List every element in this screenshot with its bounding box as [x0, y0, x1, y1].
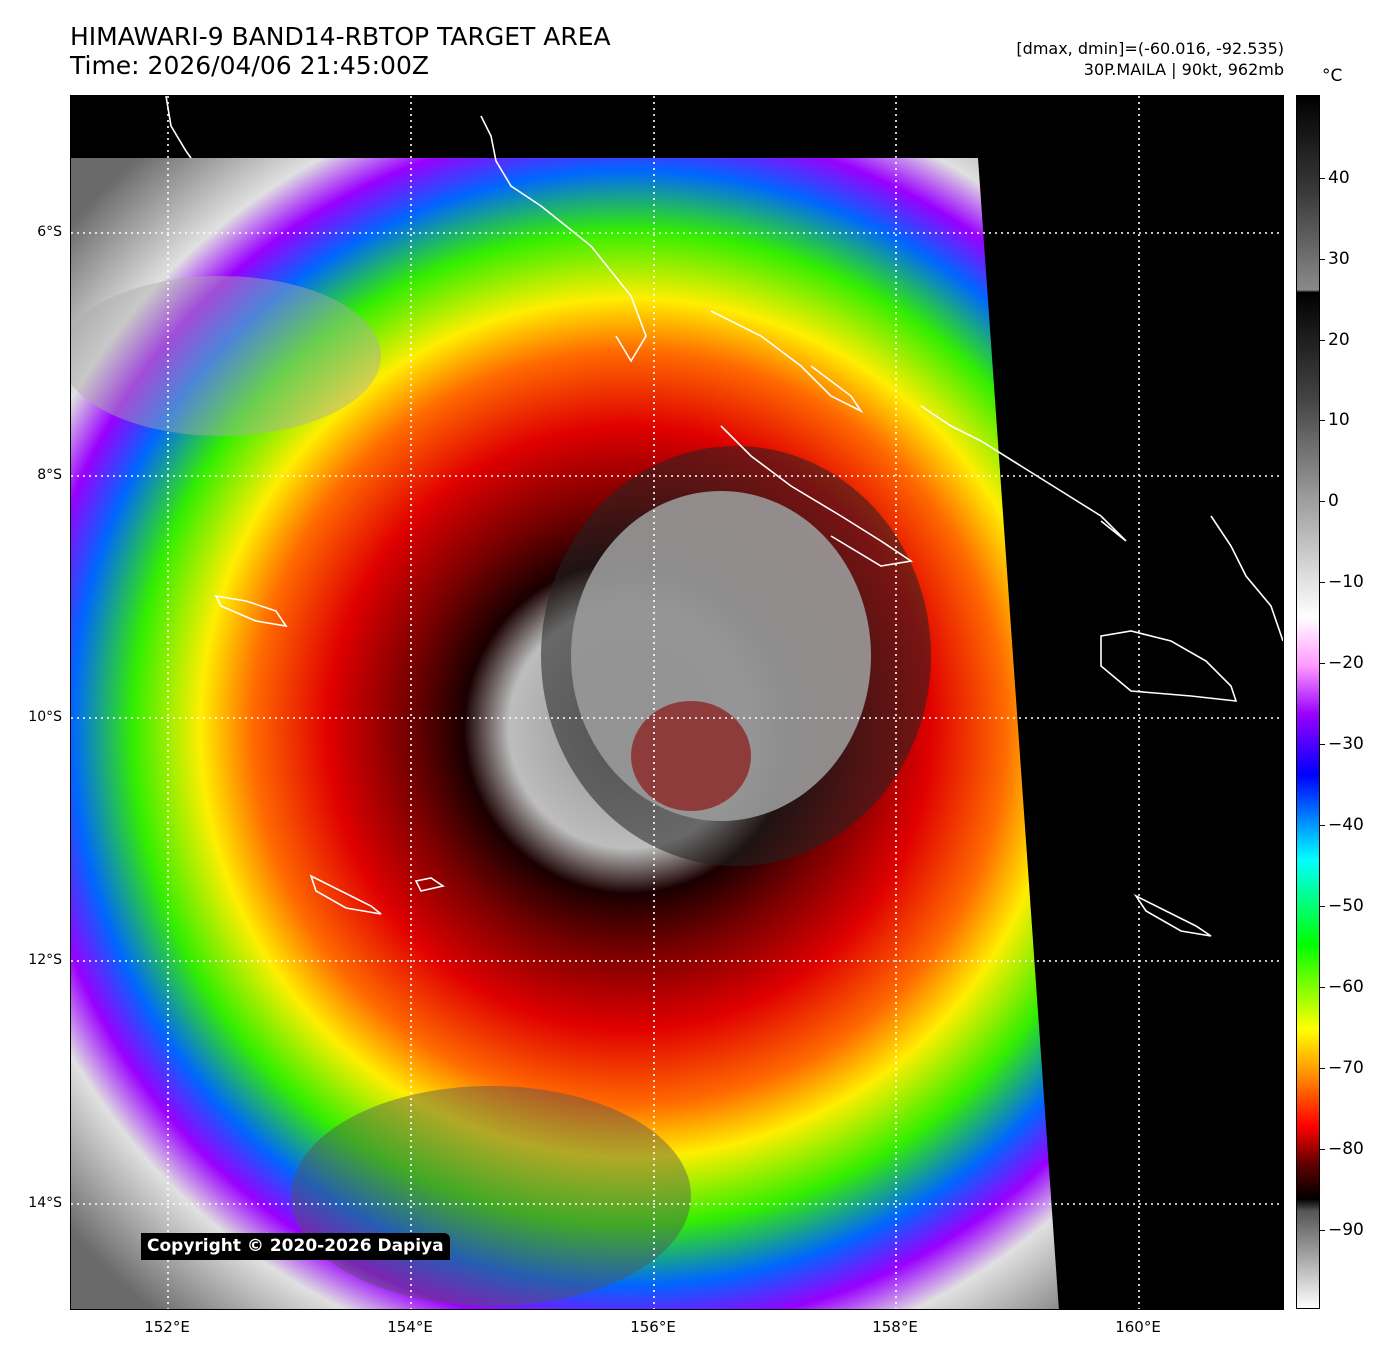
colorbar-tick: −60	[1328, 977, 1364, 997]
colorbar-tick: −80	[1328, 1139, 1364, 1159]
map-canvas	[71, 96, 1283, 1309]
lon-label-154e: 154°E	[387, 1318, 433, 1336]
title-line-2: Time: 2026/04/06 21:45:00Z	[70, 51, 429, 80]
lat-label-10s: 10°S	[28, 709, 62, 725]
title: HIMAWARI-9 BAND14-RBTOP TARGET AREA Time…	[70, 22, 611, 80]
satellite-image: Copyright © 2020-2026 Dapiya	[70, 95, 1284, 1310]
graticule	[71, 96, 1283, 1309]
title-line-1: HIMAWARI-9 BAND14-RBTOP TARGET AREA	[70, 22, 611, 51]
colorbar-tick: −50	[1328, 896, 1364, 916]
lon-label-160e: 160°E	[1115, 1318, 1161, 1336]
colorbar-tick-mark	[1320, 744, 1325, 745]
colorbar-tick: 0	[1328, 491, 1339, 511]
lat-label-14s: 14°S	[28, 1195, 62, 1211]
colorbar-tick: −10	[1328, 572, 1364, 592]
colorbar-tick-mark	[1320, 1149, 1325, 1150]
lon-label-158e: 158°E	[872, 1318, 918, 1336]
colorbar-tick: −20	[1328, 653, 1364, 673]
colorbar-tick-mark	[1320, 1068, 1325, 1069]
lat-label-12s: 12°S	[28, 952, 62, 968]
colorbar-tick-mark	[1320, 420, 1325, 421]
lat-label-6s: 6°S	[37, 224, 62, 240]
lat-label-8s: 8°S	[37, 467, 62, 483]
colorbar-tick-mark	[1320, 501, 1325, 502]
lon-label-156e: 156°E	[630, 1318, 676, 1336]
colorbar-unit: °C	[1322, 66, 1343, 86]
coastlines	[165, 96, 1283, 937]
data-range-text: [dmax, dmin]=(-60.016, -92.535)	[1016, 39, 1284, 58]
colorbar-tick-mark	[1320, 906, 1325, 907]
colorbar-tick: −40	[1328, 815, 1364, 835]
colorbar-tick: −30	[1328, 734, 1364, 754]
colorbar-tick-mark	[1320, 987, 1325, 988]
colorbar-tick-mark	[1320, 340, 1325, 341]
colorbar-tick-mark	[1320, 582, 1325, 583]
colorbar-tick: 20	[1328, 330, 1350, 350]
colorbar-tick-mark	[1320, 663, 1325, 664]
colorbar-tick-mark	[1320, 178, 1325, 179]
colorbar-tick-mark	[1320, 259, 1325, 260]
colorbar-tick: 30	[1328, 249, 1350, 269]
colorbar	[1296, 95, 1320, 1309]
lon-label-152e: 152°E	[144, 1318, 190, 1336]
cloud-field	[71, 158, 1059, 1309]
storm-info: [dmax, dmin]=(-60.016, -92.535) 30P.MAIL…	[1016, 38, 1284, 80]
colorbar-tick-mark	[1320, 825, 1325, 826]
colorbar-tick: −70	[1328, 1058, 1364, 1078]
copyright-badge: Copyright © 2020-2026 Dapiya	[141, 1233, 450, 1260]
colorbar-tick: 10	[1328, 410, 1350, 430]
colorbar-tick: −90	[1328, 1220, 1364, 1240]
colorbar-tick-mark	[1320, 1230, 1325, 1231]
storm-name-text: 30P.MAILA | 90kt, 962mb	[1083, 60, 1284, 79]
colorbar-tick: 40	[1328, 168, 1350, 188]
